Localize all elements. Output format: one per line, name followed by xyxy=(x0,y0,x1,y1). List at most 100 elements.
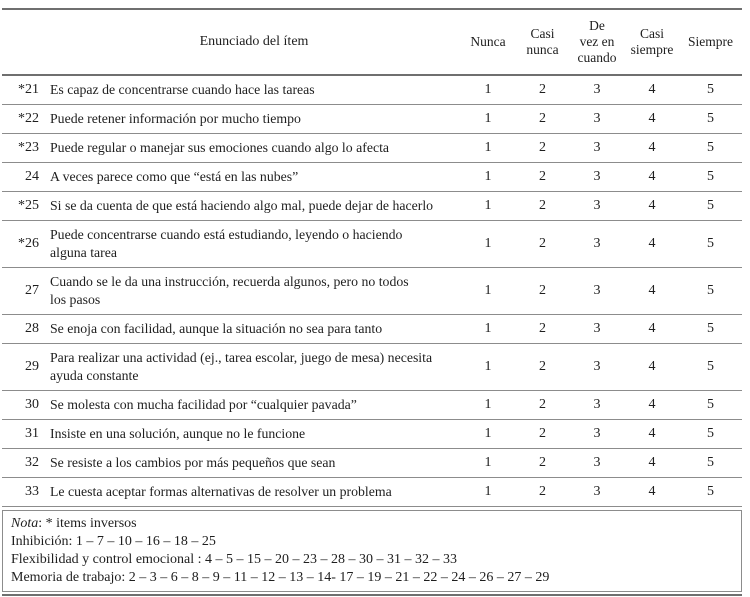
table-row: 29 Para realizar una actividad (ej., tare… xyxy=(2,343,742,391)
rating-value: 5 xyxy=(679,314,742,344)
rating-value: 1 xyxy=(460,162,516,192)
enunciado-header: Enunciado del ítem xyxy=(48,9,460,76)
item-text: A veces parece como que “está en las nub… xyxy=(48,162,460,192)
rating-value: 4 xyxy=(625,419,679,449)
item-text: Puede retener información por mucho tiem… xyxy=(48,104,460,134)
table-row: 24 A veces parece como que “está en las n… xyxy=(2,162,742,192)
rating-value: 1 xyxy=(460,314,516,344)
item-text: Insiste en una solución, aunque no le fu… xyxy=(48,419,460,449)
rating-value: 5 xyxy=(679,390,742,420)
table-bottom-rule xyxy=(2,594,742,596)
item-number: 27 xyxy=(2,267,48,315)
rating-value: 1 xyxy=(460,133,516,163)
table-row: *22 Puede retener información por mucho t… xyxy=(2,104,742,134)
rating-value: 4 xyxy=(625,220,679,268)
rating-value: 4 xyxy=(625,191,679,221)
rating-value: 4 xyxy=(625,343,679,391)
rating-value: 1 xyxy=(460,220,516,268)
rating-value: 3 xyxy=(569,343,625,391)
note-line-nota: Nota: * items inversos xyxy=(11,515,731,533)
rating-value: 2 xyxy=(516,220,569,268)
item-number: *26 xyxy=(2,220,48,268)
table-row: 28 Se enoja con facilidad, aunque la situ… xyxy=(2,314,742,344)
rating-value: 5 xyxy=(679,267,742,315)
rating-value: 3 xyxy=(569,220,625,268)
nota-label: Nota xyxy=(11,516,39,531)
item-number: 24 xyxy=(2,162,48,192)
table-body: *21 Es capaz de concentrarse cuando hace … xyxy=(2,75,742,507)
rating-value: 3 xyxy=(569,267,625,315)
rating-value: 4 xyxy=(625,162,679,192)
item-text: Puede regular o manejar sus emociones cu… xyxy=(48,133,460,163)
rating-value: 1 xyxy=(460,267,516,315)
rating-value: 5 xyxy=(679,220,742,268)
rating-value: 3 xyxy=(569,162,625,192)
rating-value: 2 xyxy=(516,419,569,449)
rating-value: 3 xyxy=(569,314,625,344)
item-text: Es capaz de concentrarse cuando hace las… xyxy=(48,75,460,105)
rating-value: 4 xyxy=(625,267,679,315)
item-text: Para realizar una actividad (ej., tarea … xyxy=(48,343,460,391)
rating-value: 5 xyxy=(679,343,742,391)
rating-value: 3 xyxy=(569,133,625,163)
rating-value: 1 xyxy=(460,390,516,420)
item-number: 31 xyxy=(2,419,48,449)
rating-value: 4 xyxy=(625,75,679,105)
table-row: 27 Cuando se le da una instrucción, recue… xyxy=(2,267,742,315)
table-row: 30 Se molesta con mucha facilidad por “cu… xyxy=(2,390,742,420)
rating-value: 4 xyxy=(625,104,679,134)
rating-value: 2 xyxy=(516,314,569,344)
note-line: Flexibilidad y control emocional : 4 – 5… xyxy=(11,552,458,567)
item-number: 33 xyxy=(2,477,48,507)
rating-value: 5 xyxy=(679,162,742,192)
rating-value: 4 xyxy=(625,477,679,507)
table-row: *23 Puede regular o manejar sus emociones… xyxy=(2,133,742,163)
rating-value: 5 xyxy=(679,133,742,163)
rating-value: 3 xyxy=(569,104,625,134)
item-text: Le cuesta aceptar formas alternativas de… xyxy=(48,477,460,507)
item-number: 30 xyxy=(2,390,48,420)
item-text: Se resiste a los cambios por más pequeño… xyxy=(48,448,460,478)
table-row: 33 Le cuesta aceptar formas alternativas … xyxy=(2,477,742,507)
rating-value: 3 xyxy=(569,191,625,221)
rating-value: 5 xyxy=(679,104,742,134)
scale-header-casi-nunca: Casi nunca xyxy=(516,9,569,76)
note-line: Inhibición: 1 – 7 – 10 – 16 – 18 – 25 xyxy=(11,534,216,549)
scale-header-casi-siempre: Casi siempre xyxy=(625,9,679,76)
rating-value: 3 xyxy=(569,419,625,449)
rating-value: 2 xyxy=(516,390,569,420)
rating-value: 2 xyxy=(516,133,569,163)
table-row: *25 Si se da cuenta de que está haciendo … xyxy=(2,191,742,221)
item-number-header xyxy=(2,9,48,76)
rating-value: 1 xyxy=(460,75,516,105)
rating-value: 1 xyxy=(460,191,516,221)
item-text: Se molesta con mucha facilidad por “cual… xyxy=(48,390,460,420)
rating-value: 3 xyxy=(569,390,625,420)
rating-value: 2 xyxy=(516,75,569,105)
item-number: 32 xyxy=(2,448,48,478)
header-row: Enunciado del ítem Nunca Casi nunca De v… xyxy=(2,9,742,76)
item-number: 29 xyxy=(2,343,48,391)
item-text: Puede concentrarse cuando está estudiand… xyxy=(48,220,460,268)
rating-value: 4 xyxy=(625,314,679,344)
item-number: *23 xyxy=(2,133,48,163)
rating-value: 2 xyxy=(516,162,569,192)
rating-value: 3 xyxy=(569,448,625,478)
notes-box: Nota: * items inversos Inhibición: 1 – 7… xyxy=(2,510,742,592)
rating-value: 5 xyxy=(679,448,742,478)
note-line: Memoria de trabajo: 2 – 3 – 6 – 8 – 9 – … xyxy=(11,570,550,585)
rating-value: 4 xyxy=(625,133,679,163)
rating-value: 1 xyxy=(460,419,516,449)
scale-header-de-vez-en-cuando: De vez en cuando xyxy=(569,9,625,76)
table-row: 31 Insiste en una solución, aunque no le … xyxy=(2,419,742,449)
table-row: *21 Es capaz de concentrarse cuando hace … xyxy=(2,75,742,105)
rating-value: 4 xyxy=(625,390,679,420)
item-number: 28 xyxy=(2,314,48,344)
item-number: *22 xyxy=(2,104,48,134)
rating-value: 2 xyxy=(516,191,569,221)
rating-value: 1 xyxy=(460,448,516,478)
table-row: *26 Puede concentrarse cuando está estudi… xyxy=(2,220,742,268)
item-text: Si se da cuenta de que está haciendo alg… xyxy=(48,191,460,221)
scale-header-siempre: Siempre xyxy=(679,9,742,76)
item-text: Se enoja con facilidad, aunque la situac… xyxy=(48,314,460,344)
